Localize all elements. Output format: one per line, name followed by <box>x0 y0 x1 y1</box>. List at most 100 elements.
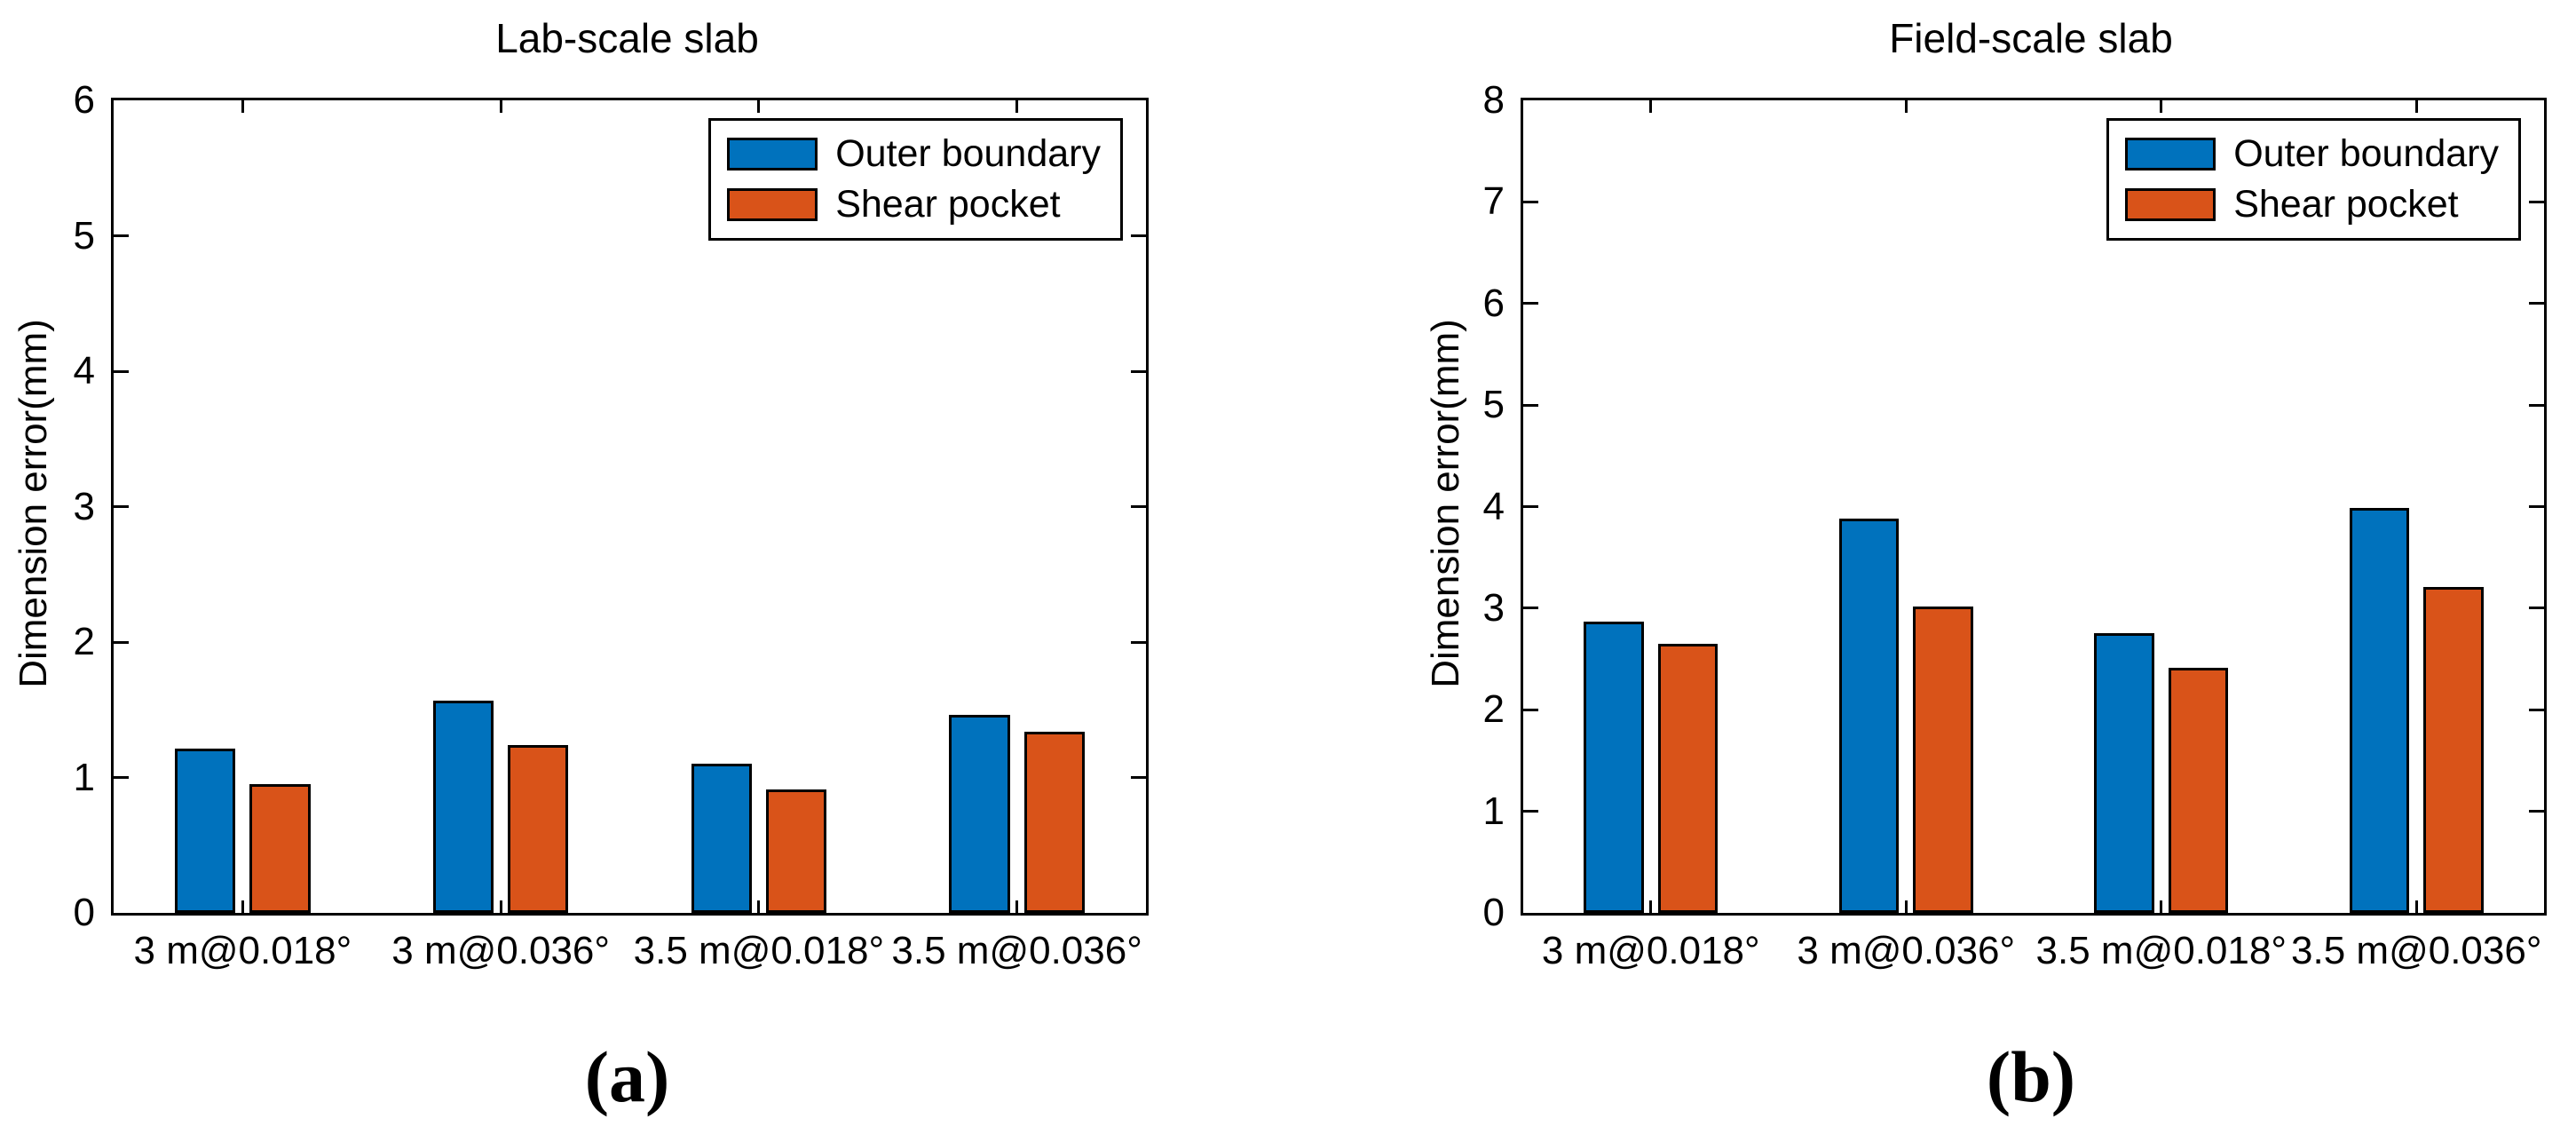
subfigure-caption-b: (b) <box>1986 1036 2076 1117</box>
x-tick-top <box>2160 100 2163 113</box>
bar-outer-boundary <box>1838 519 1900 913</box>
legend-swatch-outer-boundary <box>2125 138 2216 171</box>
y-tick-right <box>1131 234 1146 237</box>
chart-panel-b: Field-scale slab Dimension error(mm) Out… <box>1288 0 2576 1142</box>
y-tick-label: 1 <box>73 755 95 799</box>
legend-label-outer-boundary: Outer boundary <box>2233 132 2499 175</box>
x-tick-bottom <box>2414 900 2418 913</box>
legend-swatch-shear-pocket <box>2125 188 2216 221</box>
y-tick-left <box>114 505 129 508</box>
bar-outer-boundary <box>2094 633 2154 913</box>
x-tick-top <box>1904 100 1908 113</box>
bar-shear-pocket <box>1913 606 1973 913</box>
y-tick-left <box>114 369 129 373</box>
bar-shear-pocket <box>765 789 827 913</box>
y-tick-left <box>1523 810 1538 813</box>
x-tick-top <box>241 100 244 113</box>
x-tick-top <box>2414 100 2418 113</box>
y-tick-label: 2 <box>73 620 95 663</box>
bar-outer-boundary <box>691 764 752 913</box>
x-tick-label: 3.5 m@0.018° <box>2035 929 2287 972</box>
y-tick-left <box>1523 200 1538 203</box>
y-tick-right <box>1131 640 1146 644</box>
y-tick-right <box>2529 302 2544 305</box>
legend-item-outer-boundary: Outer boundary <box>2125 135 2499 173</box>
y-tick-right <box>2529 607 2544 610</box>
bar-outer-boundary <box>432 700 494 913</box>
legend-label-shear-pocket: Shear pocket <box>2233 183 2459 226</box>
chart-title-a: Lab-scale slab <box>495 15 759 61</box>
x-tick-label: 3.5 m@0.036° <box>2291 929 2542 972</box>
y-tick-left <box>1523 403 1538 407</box>
y-tick-right <box>1131 505 1146 508</box>
x-tick-top <box>757 100 761 113</box>
y-tick-label: 6 <box>1482 281 1505 325</box>
y-tick-label: 5 <box>1482 383 1505 427</box>
x-tick-bottom <box>241 900 244 913</box>
x-tick-label: 3 m@0.036° <box>391 929 610 972</box>
x-tick-bottom <box>1649 900 1653 913</box>
y-tick-right <box>2529 810 2544 813</box>
legend-a: Outer boundary Shear pocket <box>708 118 1123 241</box>
legend-label-shear-pocket: Shear pocket <box>835 183 1061 226</box>
y-tick-left <box>1523 302 1538 305</box>
y-tick-right <box>2529 403 2544 407</box>
y-tick-left <box>1523 607 1538 610</box>
bar-outer-boundary <box>949 715 1010 913</box>
y-tick-left <box>1523 505 1538 508</box>
y-tick-label: 7 <box>1482 179 1505 224</box>
legend-swatch-shear-pocket <box>727 188 818 221</box>
x-tick-top <box>1649 100 1653 113</box>
chart-panel-a: Lab-scale slab Dimension error(mm) Outer… <box>12 15 1149 1117</box>
plot-area-b: Outer boundary Shear pocket <box>1521 98 2547 916</box>
legend-label-outer-boundary: Outer boundary <box>835 132 1101 175</box>
y-tick-right <box>2529 708 2544 711</box>
y-tick-label: 4 <box>1482 484 1505 528</box>
bar-shear-pocket <box>249 784 311 913</box>
y-tick-left <box>1523 708 1538 711</box>
bar-shear-pocket <box>1657 643 1719 913</box>
bar-shear-pocket <box>2423 586 2484 913</box>
x-tick-label: 3 m@0.018° <box>1541 929 1760 972</box>
y-tick-label: 8 <box>1482 78 1505 122</box>
y-tick-right <box>1131 369 1146 373</box>
y-tick-label: 5 <box>73 213 95 258</box>
x-tick-bottom <box>757 900 761 913</box>
chart-title-b: Field-scale slab <box>1889 15 2173 61</box>
bar-outer-boundary <box>2349 507 2410 913</box>
y-tick-label: 0 <box>1482 891 1505 934</box>
x-tick-label: 3 m@0.036° <box>1797 929 2016 972</box>
bar-shear-pocket <box>1023 731 1085 913</box>
y-tick-label: 3 <box>1482 585 1505 630</box>
y-tick-label: 0 <box>73 891 95 934</box>
y-tick-left <box>114 776 129 779</box>
y-tick-right <box>2529 505 2544 508</box>
legend-swatch-outer-boundary <box>727 138 818 171</box>
x-tick-bottom <box>1015 900 1019 913</box>
y-tick-label: 2 <box>1482 687 1505 732</box>
y-tick-right <box>1131 776 1146 779</box>
y-tick-left <box>114 234 129 237</box>
x-tick-bottom <box>499 900 502 913</box>
y-tick-left <box>114 640 129 644</box>
bar-shear-pocket <box>2168 668 2229 913</box>
x-tick-label: 3.5 m@0.036° <box>891 929 1142 972</box>
legend-item-shear-pocket: Shear pocket <box>727 186 1101 224</box>
bar-outer-boundary <box>1584 621 1644 913</box>
plot-area-a: Outer boundary Shear pocket <box>111 98 1149 916</box>
x-tick-top <box>499 100 502 113</box>
y-tick-label: 4 <box>73 349 95 393</box>
x-tick-top <box>1015 100 1019 113</box>
y-tick-label: 6 <box>73 78 95 122</box>
legend-item-outer-boundary: Outer boundary <box>727 135 1101 173</box>
legend-item-shear-pocket: Shear pocket <box>2125 186 2499 224</box>
bar-shear-pocket <box>508 744 569 913</box>
x-tick-label: 3 m@0.018° <box>133 929 352 972</box>
subfigure-caption-a: (a) <box>584 1036 670 1117</box>
y-tick-label: 1 <box>1482 789 1505 833</box>
y-tick-label: 3 <box>73 484 95 528</box>
x-tick-bottom <box>2160 900 2163 913</box>
bar-outer-boundary <box>175 749 236 913</box>
y-tick-right <box>2529 200 2544 203</box>
